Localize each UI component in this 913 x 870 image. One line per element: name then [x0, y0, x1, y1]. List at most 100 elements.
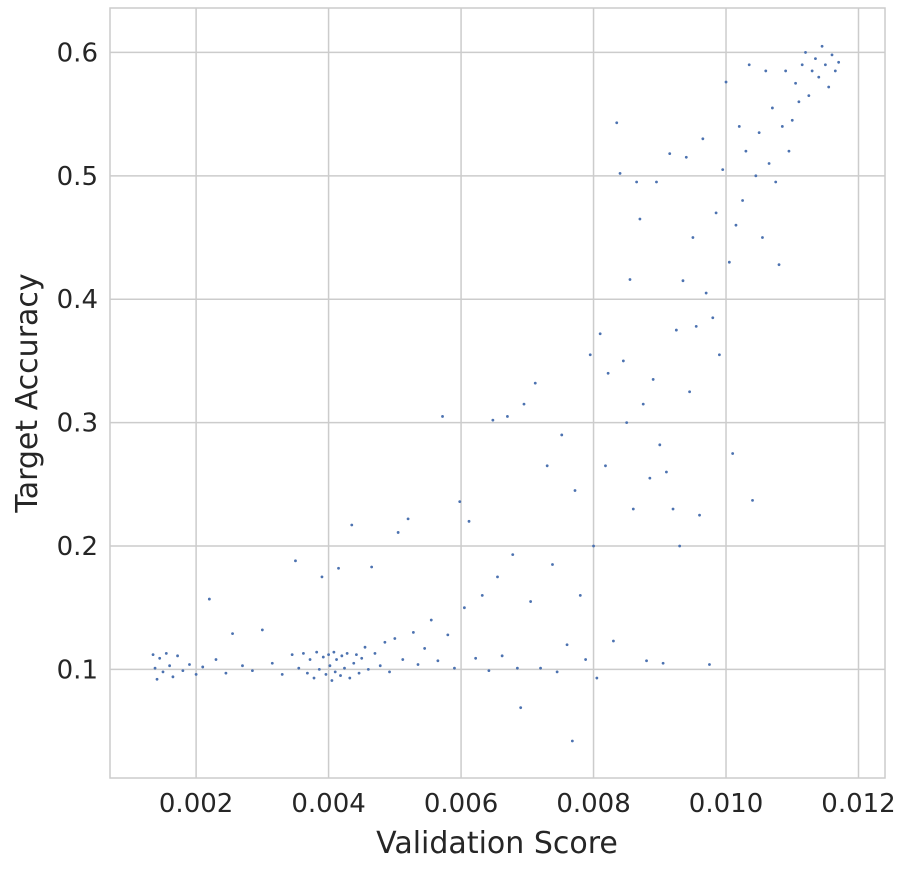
data-point: [787, 149, 791, 153]
data-point: [671, 507, 675, 511]
data-point: [711, 316, 715, 320]
y-tick-label: 0.3: [57, 409, 98, 439]
y-axis-label: Target Accuracy: [10, 273, 45, 513]
data-point: [161, 670, 165, 674]
data-point: [684, 155, 688, 159]
data-point: [474, 656, 478, 660]
x-tick-labels: 0.002 0.004 0.006 0.008 0.010 0.012: [159, 789, 896, 819]
data-point: [317, 668, 321, 671]
x-axis-label: Validation Score: [376, 826, 618, 861]
data-point: [416, 663, 420, 666]
data-point: [701, 137, 705, 141]
x-tick-label: 0.002: [159, 789, 233, 819]
data-point: [350, 523, 354, 527]
data-point: [751, 498, 754, 502]
data-point: [194, 672, 198, 676]
data-point: [373, 651, 377, 655]
data-point: [721, 168, 725, 172]
data-point: [584, 658, 587, 661]
data-point: [651, 378, 655, 381]
data-point: [761, 236, 764, 239]
data-point: [487, 669, 491, 673]
data-point: [830, 53, 834, 57]
data-point: [280, 672, 284, 676]
data-point: [441, 415, 444, 418]
y-tick-label: 0.4: [57, 285, 98, 315]
data-point: [251, 669, 254, 673]
data-point: [691, 236, 695, 239]
data-point: [774, 180, 778, 184]
data-point: [312, 676, 316, 680]
data-point: [621, 359, 625, 363]
x-tick-label: 0.012: [821, 789, 895, 819]
data-point: [343, 666, 346, 670]
data-point: [545, 464, 549, 468]
data-point: [784, 69, 788, 73]
data-point: [406, 517, 410, 521]
data-point: [506, 415, 509, 418]
data-point: [827, 85, 831, 89]
data-point: [810, 69, 814, 73]
data-point: [458, 500, 462, 503]
data-point: [604, 464, 607, 468]
data-point: [332, 650, 336, 654]
data-point: [714, 211, 718, 215]
data-point: [665, 470, 668, 474]
data-point: [565, 643, 569, 647]
data-point: [355, 653, 358, 657]
data-point: [645, 659, 648, 663]
data-point: [625, 421, 629, 425]
data-point: [260, 628, 264, 632]
data-point: [401, 658, 405, 661]
data-point: [500, 654, 504, 658]
data-point: [308, 658, 312, 661]
data-point: [363, 645, 367, 649]
data-point: [158, 656, 162, 660]
y-tick-labels: 0.1 0.2 0.3 0.4 0.5 0.6: [57, 38, 98, 685]
data-point: [151, 653, 155, 657]
data-point: [588, 353, 592, 357]
data-point: [592, 544, 595, 548]
data-point: [598, 332, 602, 336]
data-point: [339, 674, 342, 677]
data-point: [188, 663, 191, 666]
data-point: [164, 651, 168, 655]
data-point: [595, 676, 599, 680]
data-point: [348, 676, 352, 680]
data-point: [453, 666, 456, 670]
data-point: [741, 199, 744, 202]
data-point: [797, 100, 801, 104]
x-tick-label: 0.004: [291, 789, 365, 819]
data-point: [754, 174, 758, 178]
data-point: [171, 675, 175, 679]
data-point: [423, 647, 427, 650]
data-point: [330, 679, 334, 682]
data-point: [305, 671, 309, 675]
data-point: [519, 706, 523, 710]
data-point: [794, 81, 797, 85]
data-point: [181, 669, 185, 673]
data-point: [324, 672, 328, 676]
data-point: [496, 575, 499, 579]
data-point: [176, 654, 179, 658]
data-point: [777, 263, 781, 267]
data-point: [658, 443, 662, 447]
data-point: [297, 666, 301, 670]
y-tick-label: 0.1: [57, 655, 98, 685]
data-point: [708, 663, 711, 666]
data-point: [790, 118, 794, 122]
data-point: [396, 531, 400, 534]
data-point: [333, 670, 337, 674]
data-point: [370, 565, 374, 569]
data-point: [578, 593, 582, 597]
data-point: [533, 381, 537, 385]
data-point: [491, 418, 495, 422]
plot-frame: [109, 7, 886, 779]
data-point: [570, 739, 574, 743]
data-point: [321, 655, 325, 659]
data-point: [241, 664, 244, 668]
data-point: [231, 632, 234, 636]
data-point: [737, 125, 741, 128]
data-point: [800, 63, 804, 67]
data-point: [837, 60, 841, 64]
